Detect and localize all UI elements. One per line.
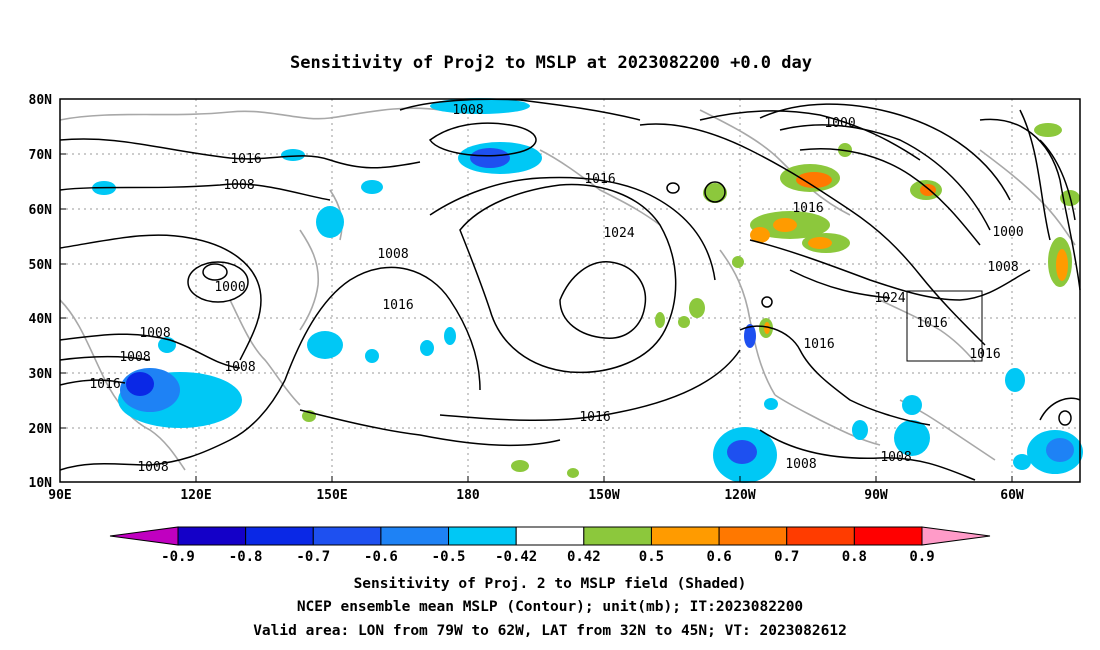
lon-label: 150E xyxy=(316,488,347,503)
valid-area-box xyxy=(906,290,983,362)
sensitivity-shading xyxy=(92,98,1083,483)
lat-label: 60N xyxy=(29,203,53,218)
contour-label: 1008 xyxy=(987,260,1018,275)
colorbar-tick-label: -0.5 xyxy=(432,549,466,565)
colorbar-tick-label: -0.8 xyxy=(229,549,263,565)
contour-label: 1024 xyxy=(874,291,905,306)
colorbar-segment xyxy=(380,526,450,546)
longitude-labels: 90E 120E 150E 180 150W 120W 90W 60W xyxy=(48,488,1024,503)
contour-label: 1008 xyxy=(785,457,816,472)
lon-label: 150W xyxy=(588,488,619,503)
contour-label: 1016 xyxy=(792,201,823,216)
lat-label: 10N xyxy=(29,476,53,491)
contour-label: 1016 xyxy=(803,337,834,352)
contour-label: 1016 xyxy=(969,347,1000,362)
colorbar-segment xyxy=(786,526,855,546)
contour-label: 1008 xyxy=(452,103,483,118)
colorbar-tick-label: 0.42 xyxy=(567,549,601,565)
lat-label: 40N xyxy=(29,312,53,327)
caption-line-1: Sensitivity of Proj. 2 to MSLP field (Sh… xyxy=(354,576,747,592)
lon-label: 180 xyxy=(456,488,480,503)
contour-label: 1000 xyxy=(214,280,245,295)
mslp-contours xyxy=(59,98,1081,481)
colorbar-segment xyxy=(245,526,314,546)
contour-label: 1008 xyxy=(224,360,255,375)
caption-line-3: Valid area: LON from 79W to 62W, LAT fro… xyxy=(253,623,847,639)
colorbar-labels: -0.9 -0.8 -0.7 -0.6 -0.5 -0.42 0.42 0.5 0.6 0.7 0.… xyxy=(161,549,935,565)
contour-label: 1016 xyxy=(584,172,615,187)
contour-label: 1016 xyxy=(916,316,947,331)
colorbar-tick-label: 0.9 xyxy=(909,549,934,565)
colorbar-tick-label: 0.7 xyxy=(774,549,799,565)
contour-label: 1000 xyxy=(824,116,855,131)
contour-label: 1008 xyxy=(119,350,150,365)
lat-label: 70N xyxy=(29,148,53,163)
contour-label: 1016 xyxy=(579,410,610,425)
lat-label: 30N xyxy=(29,367,53,382)
colorbar-segment xyxy=(718,526,788,546)
colorbar-tick-label: 0.6 xyxy=(706,549,731,565)
lon-label: 120W xyxy=(724,488,755,503)
contour-labels: 1008 1016 1008 1000 1008 1008 1016 1008 … xyxy=(89,103,1023,475)
lon-label: 120E xyxy=(180,488,211,503)
map-frame xyxy=(59,98,1081,483)
contour-label: 1008 xyxy=(377,247,408,262)
map-panel: 1008 1016 1008 1000 1008 1008 1016 1008 … xyxy=(59,98,1083,483)
lon-label: 90W xyxy=(864,488,888,503)
colorbar-tick-label: -0.7 xyxy=(296,549,330,565)
contour-label: 1000 xyxy=(992,225,1023,240)
colorbar-segment xyxy=(177,526,247,546)
colorbar xyxy=(109,526,991,546)
lat-label: 20N xyxy=(29,422,53,437)
latitude-labels: 80N 70N 60N 50N 40N 30N 20N 10N xyxy=(29,93,53,491)
lat-label: 50N xyxy=(29,258,53,273)
tick-marks xyxy=(60,98,1013,482)
contour-label: 1008 xyxy=(880,450,911,465)
caption-line-2: NCEP ensemble mean MSLP (Contour); unit(… xyxy=(297,599,803,615)
colorbar-segment xyxy=(515,526,585,546)
contour-label: 1008 xyxy=(137,460,168,475)
colorbar-segment xyxy=(448,526,517,546)
lon-label: 60W xyxy=(1000,488,1024,503)
figure-title: Sensitivity of Proj2 to MSLP at 20230822… xyxy=(290,53,812,73)
colorbar-segment xyxy=(853,526,923,546)
colorbar-high-extend xyxy=(921,526,991,546)
lat-label: 80N xyxy=(29,93,53,108)
colorbar-tick-label: -0.9 xyxy=(161,549,195,565)
coastlines xyxy=(59,107,1076,471)
contour-label: 1016 xyxy=(230,152,261,167)
colorbar-tick-label: -0.6 xyxy=(364,549,398,565)
colorbar-tick-label: 0.8 xyxy=(842,549,867,565)
contour-label: 1008 xyxy=(223,178,254,193)
colorbar-tick-label: -0.42 xyxy=(495,549,537,565)
contour-label: 1008 xyxy=(139,326,170,341)
colorbar-segment xyxy=(650,526,720,546)
contour-label: 1016 xyxy=(89,377,120,392)
contour-label: 1016 xyxy=(382,298,413,313)
colorbar-low-extend xyxy=(109,526,179,546)
colorbar-tick-label: 0.5 xyxy=(639,549,664,565)
lon-label: 90E xyxy=(48,488,71,503)
colorbar-segment xyxy=(312,526,382,546)
colorbar-segment xyxy=(583,526,652,546)
contour-label: 1024 xyxy=(603,226,634,241)
